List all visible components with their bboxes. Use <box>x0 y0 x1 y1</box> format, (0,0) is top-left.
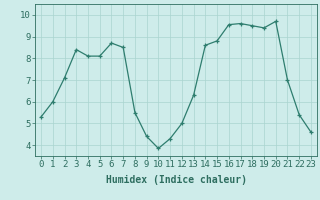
X-axis label: Humidex (Indice chaleur): Humidex (Indice chaleur) <box>106 175 246 185</box>
